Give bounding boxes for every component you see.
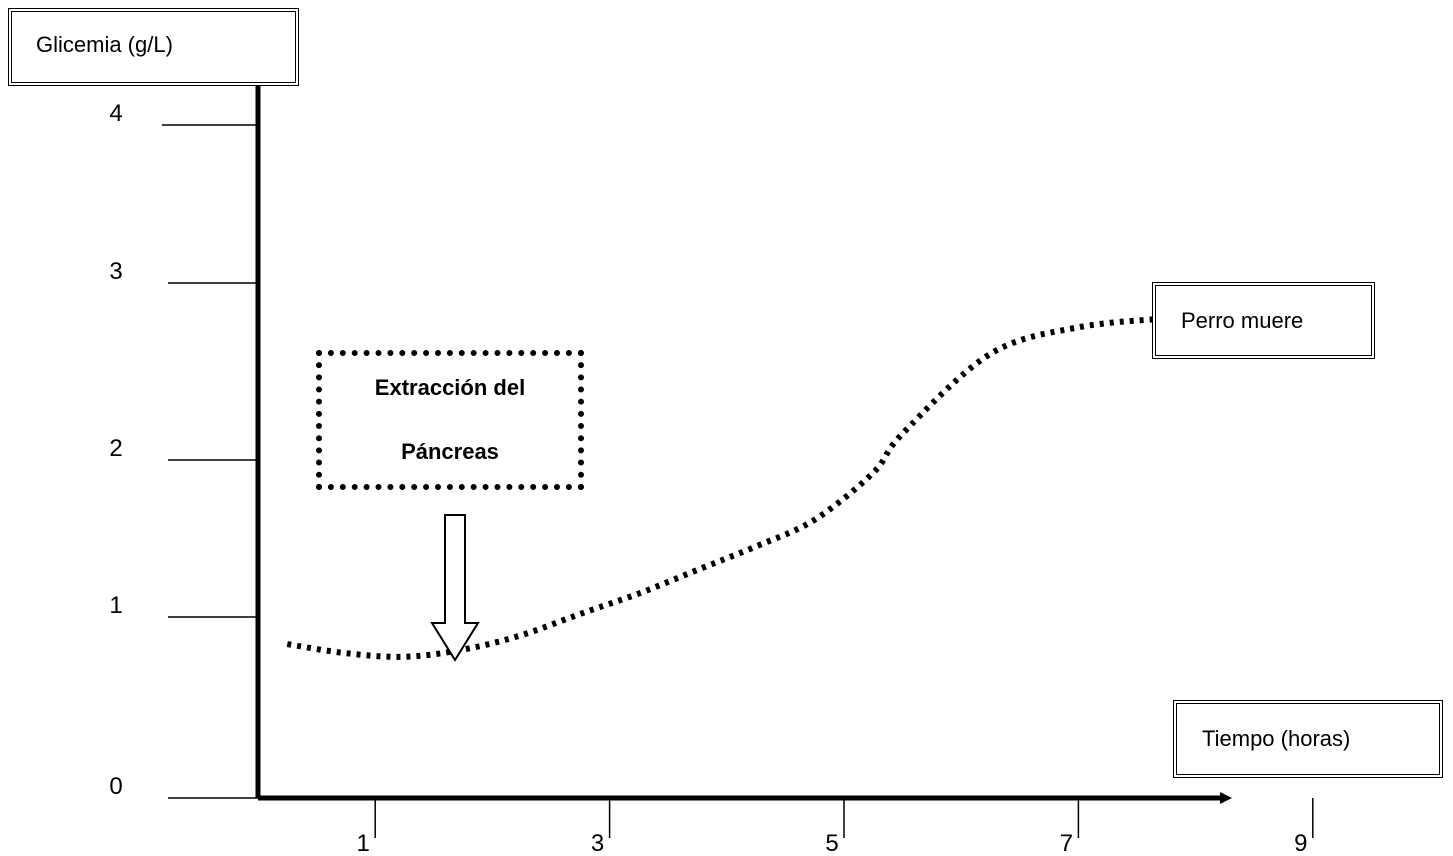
x-tick-label: 9 [1294,830,1307,856]
y-axis-label: Glicemia (g/L) [8,8,299,86]
y-tick-label: 4 [109,100,122,127]
event-annotation: Extracción del Páncreas [316,350,584,490]
x-tick-label: 7 [1060,830,1073,856]
x-tick-label: 3 [591,830,604,856]
glicemia-curve [286,315,1167,660]
event-annotation-line-2: Páncreas [401,439,499,464]
x-tick-label: 1 [357,830,370,856]
end-annotation-text: Perro muere [1181,307,1304,333]
event-arrow [430,514,480,662]
y-tick-label: 3 [109,258,122,285]
end-annotation: Perro muere [1152,282,1375,359]
y-ticks: 0 1 2 3 4 [109,100,258,800]
y-tick-label: 2 [109,435,122,462]
x-axis-label-text: Tiempo (horas) [1202,726,1351,751]
x-axis-label: Tiempo (horas) [1173,700,1443,778]
y-tick-label: 1 [109,592,122,619]
event-annotation-line-1: Extracción del [374,375,526,400]
x-tick-label: 5 [825,830,838,856]
y-tick-label: 0 [109,773,122,800]
y-axis-label-text: Glicemia (g/L) [36,32,173,57]
x-ticks: 1357911 [357,798,1314,856]
